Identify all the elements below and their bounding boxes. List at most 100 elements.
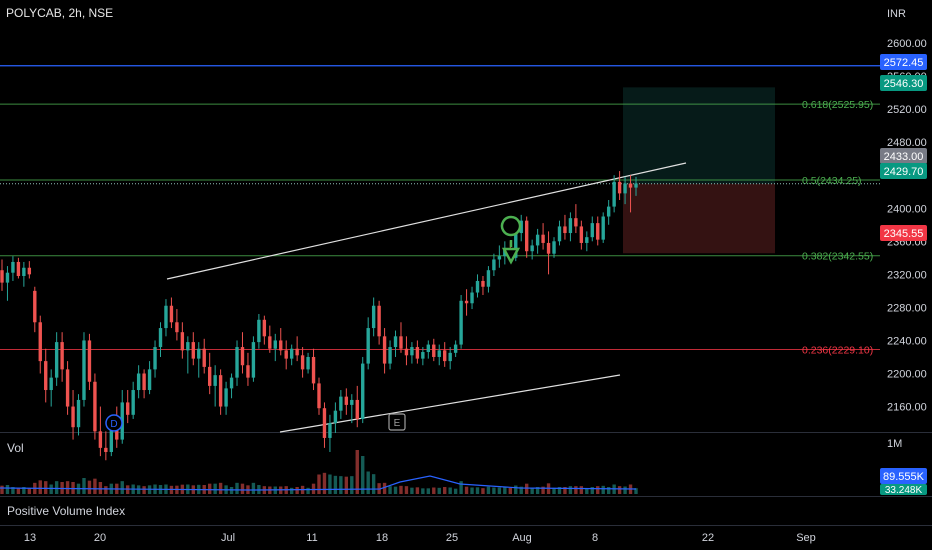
candle-body — [333, 410, 338, 424]
volume-bar — [54, 481, 59, 494]
candle-body — [65, 369, 70, 407]
candle-body — [344, 396, 349, 405]
volume-bar — [333, 475, 338, 494]
price-axis-strip — [880, 0, 932, 550]
fib-label: 0.5(2434.25) — [802, 175, 862, 187]
candle-body — [481, 280, 485, 287]
candle-body — [350, 399, 354, 405]
volume-bar — [579, 486, 584, 494]
volume-bar — [344, 476, 349, 494]
candle-body — [634, 183, 638, 188]
x-tick-label: 25 — [446, 532, 458, 544]
volume-bar — [421, 488, 425, 494]
candle-body — [229, 377, 234, 389]
candle-body — [158, 328, 163, 348]
volume-bar — [404, 486, 409, 494]
volume-bar — [251, 482, 256, 494]
y-tick-label: 2600.00 — [887, 38, 927, 50]
candle-body — [421, 352, 425, 359]
candle-body — [16, 261, 21, 277]
volume-bar — [432, 487, 436, 494]
price-tag — [880, 163, 927, 179]
volume-bar — [16, 487, 21, 494]
price-tag-label: 2433.00 — [884, 151, 924, 163]
x-tick-label: 13 — [24, 532, 36, 544]
candle-body — [126, 402, 130, 415]
channel-upper-line — [166, 162, 687, 280]
volume-bar — [503, 487, 507, 494]
x-tick-label: Jul — [221, 532, 235, 544]
candle-body — [54, 342, 59, 378]
volume-bar — [437, 487, 441, 494]
volume-bar — [98, 482, 103, 494]
x-tick-label: 22 — [702, 532, 714, 544]
candle-body — [535, 234, 540, 246]
volume-bar — [93, 478, 97, 494]
volume-bar — [459, 481, 463, 494]
candle-body — [339, 396, 343, 411]
candle-body — [186, 342, 190, 351]
volume-bar — [350, 476, 354, 494]
candle-body — [563, 226, 567, 234]
volume-bar — [306, 487, 310, 494]
candle-body — [246, 365, 250, 378]
candle-body — [115, 423, 119, 440]
candle-body — [202, 348, 206, 367]
candle-body — [240, 347, 245, 366]
symbol-title: POLYCAB, 2h, NSE — [6, 6, 114, 20]
candle-body — [459, 300, 463, 345]
candle-body — [87, 340, 92, 382]
volume-bar — [606, 487, 611, 494]
volume-bar — [443, 487, 447, 494]
volume-bar — [508, 487, 512, 494]
candle-body — [574, 218, 578, 227]
volume-bar — [87, 480, 92, 494]
volume-bar — [382, 482, 387, 494]
candle-body — [546, 242, 551, 254]
candle-body — [175, 322, 179, 333]
candle-body — [213, 375, 217, 386]
y-tick-label: 2400.00 — [887, 203, 927, 215]
candle-body — [224, 388, 228, 407]
candle-body — [475, 280, 480, 293]
volume-bar — [355, 450, 359, 494]
volume-bar — [65, 481, 70, 494]
volume-bar — [289, 487, 294, 494]
volume-bar — [563, 487, 567, 494]
x-tick-label: 20 — [94, 532, 106, 544]
candle-body — [585, 237, 589, 243]
volume-bar — [388, 486, 392, 494]
price-tag — [880, 148, 927, 164]
candle-body — [415, 347, 420, 359]
x-tick-label: Sep — [796, 532, 816, 544]
volume-bar — [448, 487, 452, 494]
candle-body — [371, 305, 376, 329]
volume-bar — [634, 488, 638, 494]
volume-bar — [71, 482, 75, 494]
candle-body — [109, 423, 114, 452]
y-tick-label: 2280.00 — [887, 302, 927, 314]
currency-label: INR — [887, 8, 906, 20]
volume-bar — [601, 485, 605, 494]
candle-body — [295, 348, 299, 356]
volume-bar — [410, 487, 414, 494]
y-tick-label: 2160.00 — [887, 402, 927, 414]
candle-body — [82, 340, 86, 400]
candle-body — [410, 347, 414, 356]
volume-bar — [371, 474, 376, 494]
candle-body — [268, 336, 272, 349]
volume-ma-line — [0, 475, 637, 491]
candle-body — [355, 399, 359, 419]
volume-bar — [38, 480, 42, 494]
candle-body — [606, 206, 611, 217]
candle-body — [191, 342, 195, 359]
volume-bar — [82, 478, 86, 494]
earnings-marker-label: E — [394, 418, 401, 429]
volume-bar — [22, 487, 26, 494]
candle-body — [317, 383, 321, 409]
y-tick-label: 2480.00 — [887, 137, 927, 149]
volume-bar — [574, 486, 578, 494]
volume-bar — [470, 487, 474, 494]
volume-bar — [0, 485, 4, 494]
